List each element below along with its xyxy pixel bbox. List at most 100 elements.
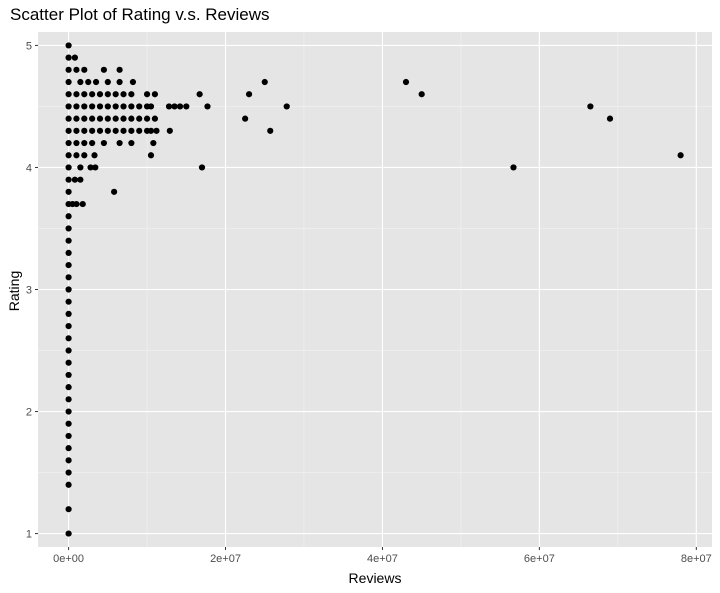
data-point (112, 115, 119, 122)
data-point (587, 103, 594, 110)
data-point (171, 103, 178, 110)
y-tick-label: 1 (26, 529, 32, 541)
x-tick-label: 4e+07 (367, 553, 398, 565)
data-point (166, 127, 173, 134)
data-point (510, 164, 517, 171)
data-point (92, 164, 99, 171)
x-axis: 0e+00 2e+07 4e+07 6e+07 8e+07 (53, 547, 712, 565)
data-point (65, 54, 72, 61)
data-point (89, 115, 96, 122)
data-point (92, 78, 100, 86)
data-point (65, 78, 72, 86)
data-point (96, 127, 104, 134)
data-point (65, 298, 72, 305)
x-axis-label: Reviews (349, 570, 402, 586)
data-point (65, 286, 72, 293)
data-point (73, 139, 80, 147)
data-point (89, 127, 96, 134)
y-tick-label: 3 (26, 285, 32, 297)
data-point (81, 66, 88, 73)
data-point (65, 359, 72, 366)
data-point (89, 139, 96, 147)
data-point (65, 188, 72, 195)
data-point (65, 225, 72, 232)
x-tick-label: 6e+07 (524, 553, 555, 565)
data-point (143, 115, 151, 122)
data-point (65, 530, 72, 537)
data-point (116, 139, 123, 147)
data-point (73, 200, 80, 208)
data-point (128, 127, 135, 134)
data-point (73, 91, 80, 98)
data-point (120, 91, 127, 98)
data-point (65, 371, 72, 379)
data-point (65, 249, 72, 256)
data-point (147, 127, 155, 134)
data-point (65, 432, 72, 440)
data-point (65, 103, 72, 110)
data-point (65, 457, 72, 464)
data-point (65, 384, 72, 391)
data-point (116, 66, 123, 73)
data-point (677, 152, 684, 159)
data-point (73, 66, 80, 73)
data-point (120, 103, 127, 110)
data-point (71, 54, 78, 61)
data-point (129, 78, 137, 86)
data-point (65, 481, 72, 488)
data-point (96, 91, 104, 98)
data-point (73, 127, 80, 134)
data-point (77, 164, 84, 171)
data-point (65, 127, 72, 134)
data-point (150, 139, 157, 147)
data-point (196, 91, 203, 98)
data-point (96, 103, 104, 110)
data-point (104, 91, 111, 98)
data-point (65, 213, 72, 220)
data-point (100, 66, 108, 73)
data-point (89, 91, 96, 98)
data-point (73, 152, 80, 159)
data-point (402, 78, 410, 86)
y-axis: 1 2 3 4 5 (26, 40, 38, 541)
chart-title: Scatter Plot of Rating v.s. Reviews (10, 5, 270, 24)
y-tick-label: 2 (26, 407, 32, 419)
data-point (77, 176, 84, 183)
data-point (120, 127, 127, 134)
data-point (183, 103, 190, 110)
data-point (65, 164, 72, 171)
x-tick-label: 2e+07 (210, 553, 241, 565)
data-point (112, 91, 119, 98)
data-point (204, 103, 211, 110)
y-tick-label: 4 (26, 162, 32, 174)
data-point (245, 91, 253, 98)
data-point (73, 103, 80, 110)
data-point (153, 127, 160, 134)
data-point (176, 103, 184, 110)
data-point (65, 274, 72, 281)
data-point (65, 506, 72, 513)
data-point (267, 127, 274, 134)
data-point (65, 139, 72, 147)
data-point (128, 139, 135, 147)
data-point (198, 164, 206, 171)
data-point (73, 115, 80, 122)
data-point (81, 127, 88, 134)
data-point (65, 261, 72, 269)
data-point (136, 127, 143, 134)
y-axis-label: Rating (6, 271, 22, 311)
data-point (136, 103, 143, 110)
data-point (81, 91, 88, 98)
data-point (418, 91, 425, 98)
data-point (65, 323, 72, 330)
data-point (104, 103, 111, 110)
data-point (112, 127, 119, 134)
data-point (128, 103, 135, 110)
data-point (77, 78, 84, 86)
data-point (85, 78, 92, 86)
data-point (120, 115, 127, 122)
data-point (136, 115, 143, 122)
data-point (128, 115, 135, 122)
data-point (65, 408, 72, 415)
